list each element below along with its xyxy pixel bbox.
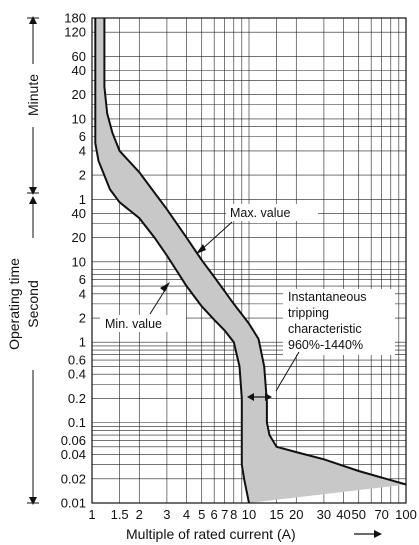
min-value-annotation: Min. value xyxy=(100,282,186,332)
x-tick-label: 70 xyxy=(374,507,388,522)
y-tick-label: 0.4 xyxy=(68,367,86,382)
minute-group-label: Minute xyxy=(25,74,41,116)
x-tick-label: 4 xyxy=(183,507,190,522)
max-leader-line xyxy=(199,221,233,252)
min-label-bg xyxy=(100,315,186,332)
arrow-up-icon xyxy=(29,16,37,24)
arrow-down-icon xyxy=(29,497,37,505)
arrow-left-icon xyxy=(247,393,254,401)
x-tick-label: 40 xyxy=(336,507,350,522)
x-axis-title: Multiple of rated current (A) xyxy=(126,526,296,542)
x-tick-label: 1.5 xyxy=(111,507,129,522)
x-tick-label: 8 xyxy=(230,507,237,522)
y-tick-label: 6 xyxy=(79,272,86,287)
arrow-right-icon xyxy=(265,393,272,401)
min-value-curve xyxy=(94,18,250,504)
y-tick-label: 0.2 xyxy=(68,391,86,406)
y-tick-label: 4 xyxy=(79,286,86,301)
x-tick-label: 100 xyxy=(395,507,417,522)
arrow-down-icon xyxy=(29,187,37,195)
y-tick-label: 4 xyxy=(79,143,86,158)
y-tick-label: 0.1 xyxy=(68,415,86,430)
y-tick-label: 10 xyxy=(72,111,86,126)
max-label-bg xyxy=(226,204,318,221)
x-tick-label: 1 xyxy=(88,507,95,522)
y-tick-label: 1 xyxy=(79,335,86,350)
x-tick-label: 10 xyxy=(242,507,256,522)
x-tick-label: 3 xyxy=(163,507,170,522)
operating-band xyxy=(95,18,407,503)
y-tick-label: 10 xyxy=(72,254,86,269)
max-value-annotation: Max. value xyxy=(196,204,318,254)
instant-label-line-1: Instantaneous xyxy=(288,290,367,304)
y-tick-label: 40 xyxy=(72,63,86,78)
y-tick-label: 120 xyxy=(64,25,86,40)
arrow-icon xyxy=(160,282,170,292)
instantaneous-annotation: Instantaneous tripping characteristic 96… xyxy=(247,289,395,401)
arrow-up-icon xyxy=(29,196,37,204)
y-tick-label: 1 xyxy=(79,192,86,207)
min-leader-line xyxy=(149,286,168,315)
y-tick-label: 0.04 xyxy=(61,447,86,462)
plot-frame xyxy=(91,17,407,504)
y-tick-label: 0.6 xyxy=(68,353,86,368)
y-axis-arrows xyxy=(29,16,37,505)
x-tick-label: 2 xyxy=(136,507,143,522)
y-tick-label: 180 xyxy=(64,11,86,26)
x-tick-label: 30 xyxy=(317,507,331,522)
x-tick-label: 50 xyxy=(352,507,366,522)
instant-label-line-2: tripping xyxy=(288,306,329,320)
y-tick-label: 40 xyxy=(72,206,86,221)
min-value-label: Min. value xyxy=(105,317,162,331)
y-tick-label: 20 xyxy=(72,230,86,245)
second-group-label: Second xyxy=(25,280,41,327)
instant-label-bg xyxy=(283,289,395,355)
instant-leader-line xyxy=(275,351,300,392)
y-axis-groups xyxy=(27,17,39,504)
x-tick-label: 5 xyxy=(198,507,205,522)
y-tick-label: 0.01 xyxy=(61,496,86,511)
y-tick-label: 0.02 xyxy=(61,471,86,486)
y-tick-label: 6 xyxy=(79,129,86,144)
y-tick-label: 2 xyxy=(79,168,86,183)
instant-label-line-4: 960%-1440% xyxy=(288,338,363,352)
max-value-curve xyxy=(103,18,407,486)
arrow-right-icon xyxy=(374,530,382,538)
y-tick-label: 20 xyxy=(72,87,86,102)
tick-labels: 1 1.5 2 3 4 5 6 7 8 10 15 20 30 40 50 70 100180120604020… xyxy=(61,11,417,523)
y-tick-label: 0.06 xyxy=(61,433,86,448)
x-tick-label: 15 xyxy=(269,507,283,522)
max-value-label: Max. value xyxy=(230,206,290,220)
x-tick-label: 20 xyxy=(289,507,303,522)
y-tick-label: 2 xyxy=(79,311,86,326)
instant-label-line-3: characteristic xyxy=(288,322,362,336)
y-axis-title: Operating time xyxy=(6,258,22,350)
x-tick-label: 7 xyxy=(221,507,228,522)
arrow-icon xyxy=(196,244,206,254)
x-tick-label: 6 xyxy=(211,507,218,522)
y-tick-label: 60 xyxy=(72,49,86,64)
